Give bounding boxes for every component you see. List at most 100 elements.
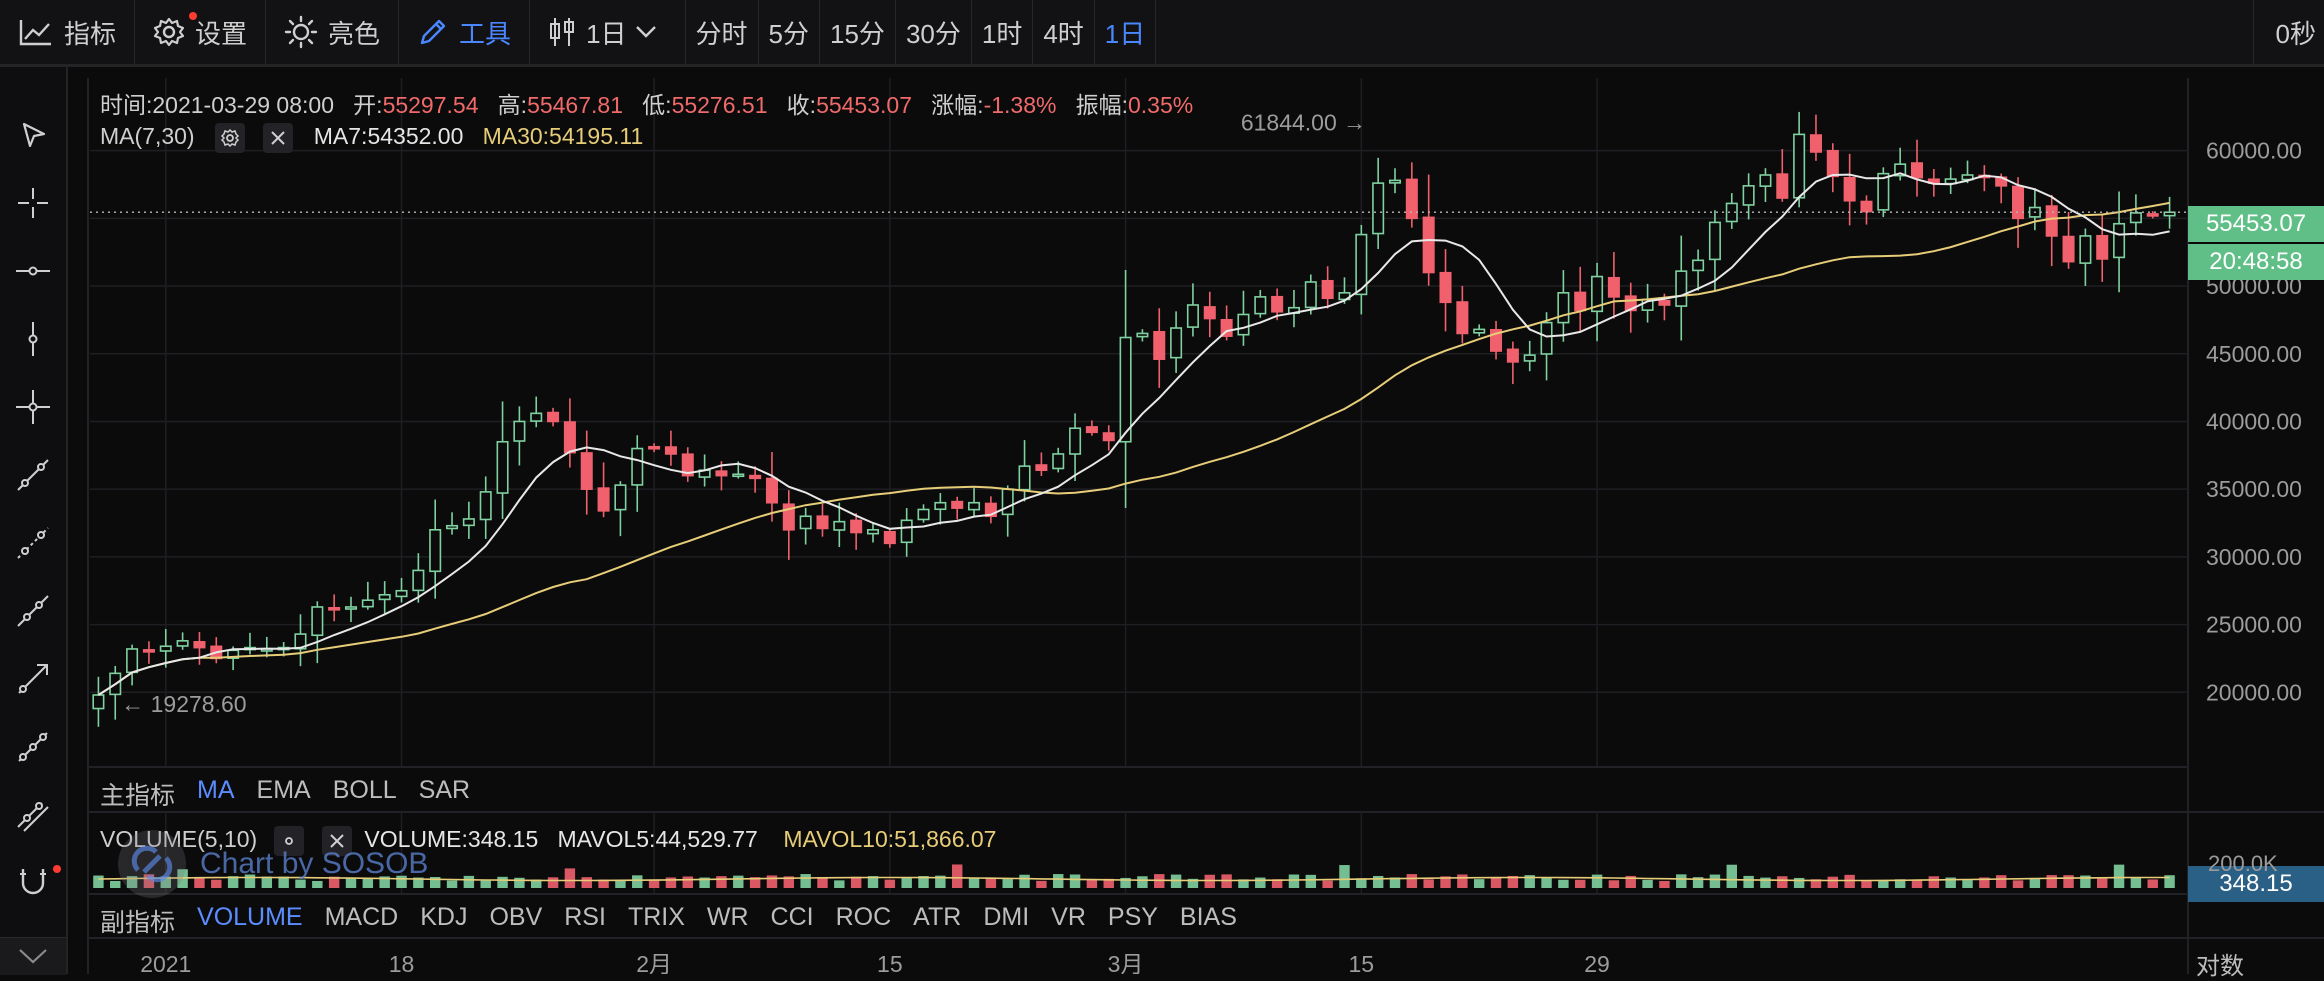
candle-body — [530, 412, 543, 422]
sub-indicator-bias[interactable]: BIAS — [1179, 903, 1237, 931]
ray-icon — [17, 527, 49, 559]
main-indicator-ma[interactable]: MA — [197, 776, 235, 804]
ma30-value: 54195.11 — [549, 123, 644, 150]
candle-body — [1826, 149, 1839, 178]
parallel-channel-icon — [18, 732, 48, 762]
trend-line-tool[interactable] — [13, 455, 53, 495]
main-indicator-boll[interactable]: BOLL — [332, 776, 397, 804]
volume-bar — [1676, 874, 1687, 888]
sub-indicator-obv[interactable]: OBV — [489, 903, 543, 931]
timeframe-tab-4[interactable]: 1时 — [972, 0, 1034, 64]
vertical-line-tool[interactable] — [13, 319, 53, 359]
timeframe-tab-0[interactable]: 分时 — [686, 0, 759, 64]
sub-indicator-cci[interactable]: CCI — [770, 903, 814, 931]
sub-indicator-roc[interactable]: ROC — [835, 903, 892, 931]
sub-indicator-kdj[interactable]: KDJ — [420, 903, 468, 931]
sub-indicator-macd[interactable]: MACD — [324, 903, 399, 931]
candle-body — [648, 445, 661, 450]
sub-indicator-volume[interactable]: VOLUME — [197, 903, 303, 931]
volume-bar — [1406, 874, 1418, 888]
volume-bar — [1945, 877, 1956, 888]
timeframe-tab-1[interactable]: 5分 — [759, 0, 821, 64]
collapse-sidebar-button[interactable] — [0, 937, 66, 975]
cross-line-icon — [16, 390, 50, 424]
candle-body — [833, 520, 846, 531]
sub-indicator-trix[interactable]: TRIX — [627, 903, 685, 931]
ma30-label: MA30: — [482, 123, 550, 150]
volume-bar — [1642, 879, 1653, 888]
magnet-tool[interactable] — [13, 863, 61, 903]
volume-settings-button[interactable] — [273, 826, 304, 856]
main-indicator-title: 主指标 — [100, 782, 176, 810]
sub-indicator-vr[interactable]: VR — [1051, 903, 1086, 931]
volume-bar — [1979, 877, 1990, 888]
x-tick-label: 3月 — [1108, 951, 1144, 974]
arrow-line-tool[interactable] — [13, 659, 53, 699]
candle-body — [1422, 216, 1435, 274]
interval-value: 1日 — [586, 18, 627, 49]
ray-tool[interactable] — [13, 523, 53, 563]
line-chart-icon — [18, 17, 64, 47]
candle-body — [681, 453, 694, 477]
ma-settings-button[interactable] — [214, 123, 245, 153]
sub-indicator-atr[interactable]: ATR — [913, 903, 962, 931]
volume-bar — [935, 875, 946, 888]
cursor-tool[interactable] — [13, 115, 53, 155]
crosshair-tool[interactable] — [13, 183, 53, 223]
volume-bar — [1389, 877, 1401, 888]
volume-value: 348.15 — [467, 826, 539, 853]
time-value: 2021-03-29 08:00 — [152, 92, 334, 118]
volume-bar — [632, 875, 643, 888]
settings-button[interactable]: 设置 — [135, 0, 267, 64]
volume-indicator-label: VOLUME(5,10) — [100, 826, 258, 853]
pencil-icon — [417, 16, 459, 48]
cross-line-tool[interactable] — [13, 387, 53, 427]
arrow-cursor-icon — [22, 122, 46, 148]
indicators-button[interactable]: 指标 — [0, 0, 136, 64]
candle-body — [1523, 354, 1536, 362]
tools-button[interactable]: 工具 — [399, 0, 531, 64]
sub-indicator-rsi[interactable]: RSI — [564, 903, 606, 931]
candle-body — [1725, 202, 1738, 223]
candle-body — [395, 589, 408, 598]
timeframe-tab-2[interactable]: 15分 — [820, 0, 896, 64]
main-indicator-ema[interactable]: EMA — [256, 776, 311, 804]
log-scale-toggle[interactable]: 对数 — [2196, 953, 2244, 980]
candle-body — [1321, 279, 1334, 300]
candle-body — [2012, 185, 2025, 220]
volume-close-button[interactable] — [322, 826, 352, 856]
volume-bar — [1356, 878, 1367, 888]
candle-body — [412, 569, 425, 592]
candle-body — [1237, 313, 1250, 336]
ma30-line — [97, 201, 2170, 696]
watermark: Chart by SOSOB — [118, 830, 428, 898]
volume-bar — [1608, 880, 1620, 888]
horizontal-line-tool[interactable] — [13, 251, 53, 291]
sub-indicator-wr[interactable]: WR — [706, 903, 749, 931]
timeframe-tab-3[interactable]: 30分 — [896, 0, 972, 64]
theme-toggle-button[interactable]: 亮色 — [266, 0, 400, 64]
timeframe-tab-6[interactable]: 1日 — [1095, 0, 1157, 64]
volume-bar — [429, 877, 441, 888]
timeframe-tab-5[interactable]: 4时 — [1033, 0, 1095, 64]
volume-bar — [699, 877, 710, 888]
main-indicator-sar[interactable]: SAR — [418, 776, 471, 804]
candle-body — [816, 515, 829, 530]
extended-line-tool[interactable] — [13, 591, 53, 631]
candle-body — [142, 649, 155, 653]
y-tick-label: 60000.00 — [2206, 138, 2302, 164]
price-channel-tool[interactable] — [13, 795, 53, 835]
sub-indicator-psy[interactable]: PSY — [1107, 903, 1158, 931]
candle-body — [344, 606, 358, 610]
sub-indicator-dmi[interactable]: DMI — [983, 903, 1030, 931]
volume-bar — [1154, 874, 1165, 888]
magnet-notification-dot — [53, 865, 61, 873]
volume-bar — [1238, 879, 1249, 888]
candle-body — [1540, 321, 1553, 355]
candle-body — [1759, 174, 1772, 187]
interval-dropdown[interactable]: 1日 — [530, 0, 686, 64]
ma-close-button[interactable] — [263, 123, 294, 153]
gear-icon — [220, 128, 240, 148]
parallel-channel-tool[interactable] — [13, 727, 53, 767]
volume-bar — [1170, 874, 1182, 888]
